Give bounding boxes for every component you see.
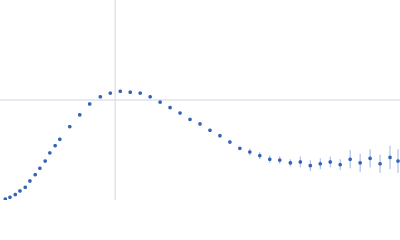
- data-point: [267, 157, 272, 162]
- data-point: [298, 160, 303, 164]
- data-point: [368, 156, 372, 161]
- data-point: [198, 122, 202, 126]
- data-point: [168, 105, 172, 110]
- data-point: [77, 113, 82, 117]
- data-point: [228, 140, 232, 144]
- data-point: [148, 94, 152, 99]
- data-point: [318, 161, 323, 166]
- data-point: [87, 102, 92, 106]
- data-point: [8, 195, 12, 200]
- data-point: [28, 179, 32, 183]
- data-point: [178, 111, 182, 115]
- data-point: [158, 100, 162, 104]
- data-point: [208, 128, 212, 133]
- data-point: [128, 90, 133, 95]
- data-point: [277, 158, 282, 162]
- data-point: [43, 159, 47, 163]
- data-point: [378, 161, 382, 166]
- data-point: [328, 160, 333, 164]
- data-point: [248, 150, 252, 154]
- data-point: [67, 124, 72, 129]
- chart: [0, 0, 400, 200]
- data-point: [258, 153, 262, 158]
- data-point: [18, 189, 22, 193]
- data-point: [388, 155, 392, 160]
- data-point: [288, 161, 293, 165]
- data-point: [118, 89, 123, 94]
- data-point: [53, 143, 57, 148]
- data-point: [188, 117, 192, 122]
- data-point: [23, 185, 28, 190]
- data-point: [48, 151, 52, 155]
- data-point: [348, 157, 352, 162]
- data-point: [33, 172, 38, 177]
- data-point: [98, 94, 103, 99]
- data-point: [58, 137, 62, 142]
- data-point: [3, 197, 8, 200]
- page: {"chart_data": {"type": "scatter", "xlim…: [0, 0, 400, 200]
- data-point: [396, 159, 400, 163]
- data-point: [13, 192, 18, 197]
- data-point: [238, 146, 242, 151]
- data-point: [218, 133, 222, 138]
- data-point: [138, 91, 142, 95]
- data-point: [358, 161, 362, 165]
- data-point: [108, 91, 113, 95]
- data-point: [338, 162, 342, 167]
- data-point: [38, 166, 42, 171]
- data-point: [308, 163, 313, 168]
